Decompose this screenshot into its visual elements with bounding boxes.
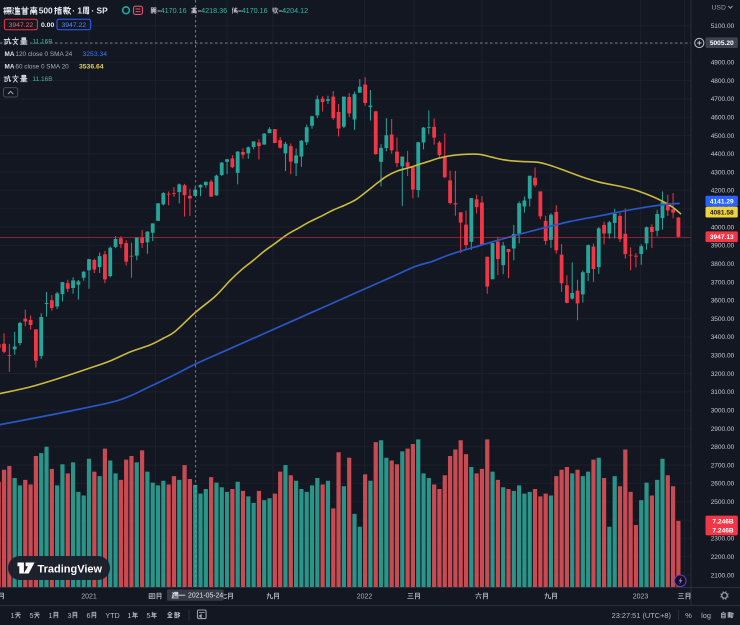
- svg-text:60 close 0 SMA 20: 60 close 0 SMA 20: [15, 64, 69, 71]
- svg-text:4200.00: 4200.00: [711, 188, 735, 195]
- svg-text:11.16B: 11.16B: [33, 76, 53, 83]
- svg-text:=: =: [198, 8, 202, 15]
- svg-text:USD: USD: [712, 4, 726, 11]
- svg-text:2500.00: 2500.00: [711, 499, 735, 506]
- svg-text:MA: MA: [5, 64, 15, 71]
- svg-text:4218.36: 4218.36: [201, 6, 227, 15]
- svg-text:2023: 2023: [633, 594, 649, 601]
- svg-text:4170.16: 4170.16: [161, 6, 187, 15]
- svg-text:4081.58: 4081.58: [710, 210, 734, 217]
- svg-text:1: 1: [128, 611, 132, 620]
- svg-text:3200.00: 3200.00: [711, 371, 735, 378]
- svg-text:5100.00: 5100.00: [711, 23, 735, 30]
- svg-text:4141.29: 4141.29: [710, 199, 734, 206]
- svg-text:3500.00: 3500.00: [711, 316, 735, 323]
- svg-text:=: =: [238, 8, 242, 15]
- svg-text:YTD: YTD: [105, 611, 119, 620]
- svg-text:2800.00: 2800.00: [711, 444, 735, 451]
- svg-text:6: 6: [87, 611, 91, 620]
- svg-text:3000.00: 3000.00: [711, 407, 735, 414]
- svg-text:2100.00: 2100.00: [711, 572, 735, 579]
- svg-text:2600.00: 2600.00: [711, 481, 735, 488]
- svg-text:3300.00: 3300.00: [711, 353, 735, 360]
- svg-text:1: 1: [11, 611, 15, 620]
- svg-text:=: =: [279, 8, 283, 15]
- svg-text:5: 5: [30, 611, 34, 620]
- svg-text:TradingView: TradingView: [38, 563, 103, 575]
- svg-text:3600.00: 3600.00: [711, 298, 735, 305]
- svg-text:log: log: [701, 611, 711, 620]
- svg-text:· SP: · SP: [91, 6, 108, 16]
- svg-text:2022: 2022: [357, 594, 373, 601]
- svg-text:4600.00: 4600.00: [711, 114, 735, 121]
- svg-text:5005.20: 5005.20: [710, 40, 734, 47]
- svg-text:%: %: [685, 611, 692, 620]
- svg-text:4000.00: 4000.00: [711, 224, 735, 231]
- svg-text:2700.00: 2700.00: [711, 462, 735, 469]
- svg-text:23:27:51 (UTC+8): 23:27:51 (UTC+8): [612, 611, 671, 620]
- svg-text:4204.12: 4204.12: [282, 6, 308, 15]
- svg-text:4500.00: 4500.00: [711, 133, 735, 140]
- svg-text:11.16B: 11.16B: [33, 39, 53, 46]
- svg-text:3947.22: 3947.22: [9, 22, 34, 29]
- svg-text:4900.00: 4900.00: [711, 60, 735, 67]
- svg-text:4700.00: 4700.00: [711, 96, 735, 103]
- svg-text:120 close 0 SMA 24: 120 close 0 SMA 24: [15, 51, 72, 58]
- svg-text:2900.00: 2900.00: [711, 426, 735, 433]
- svg-text:3947.22: 3947.22: [62, 22, 87, 29]
- svg-text:3900.00: 3900.00: [711, 243, 735, 250]
- svg-text:=: =: [157, 8, 161, 15]
- svg-text:3947.13: 3947.13: [710, 234, 734, 241]
- svg-text:3100.00: 3100.00: [711, 389, 735, 396]
- svg-text:4400.00: 4400.00: [711, 151, 735, 158]
- svg-text:0.00: 0.00: [41, 22, 54, 29]
- svg-text:2021-05-24: 2021-05-24: [188, 593, 223, 600]
- svg-text:3536.64: 3536.64: [79, 64, 104, 71]
- svg-text:3700.00: 3700.00: [711, 279, 735, 286]
- svg-text:5: 5: [147, 611, 151, 620]
- svg-text:· 1: · 1: [72, 6, 82, 16]
- svg-text:1: 1: [49, 611, 53, 620]
- svg-text:7.246B: 7.246B: [712, 518, 734, 525]
- svg-text:2021: 2021: [81, 594, 97, 601]
- svg-text:3253.34: 3253.34: [83, 51, 108, 58]
- svg-text:500: 500: [39, 6, 53, 16]
- svg-text:4800.00: 4800.00: [711, 78, 735, 85]
- svg-text:2300.00: 2300.00: [711, 536, 735, 543]
- svg-text:4300.00: 4300.00: [711, 169, 735, 176]
- svg-text:7.246B: 7.246B: [712, 527, 734, 534]
- svg-text:MA: MA: [5, 51, 15, 58]
- svg-text:4170.16: 4170.16: [242, 6, 268, 15]
- svg-text:2200.00: 2200.00: [711, 554, 735, 561]
- svg-text:3400.00: 3400.00: [711, 334, 735, 341]
- svg-text:3800.00: 3800.00: [711, 261, 735, 268]
- svg-text:3: 3: [68, 611, 72, 620]
